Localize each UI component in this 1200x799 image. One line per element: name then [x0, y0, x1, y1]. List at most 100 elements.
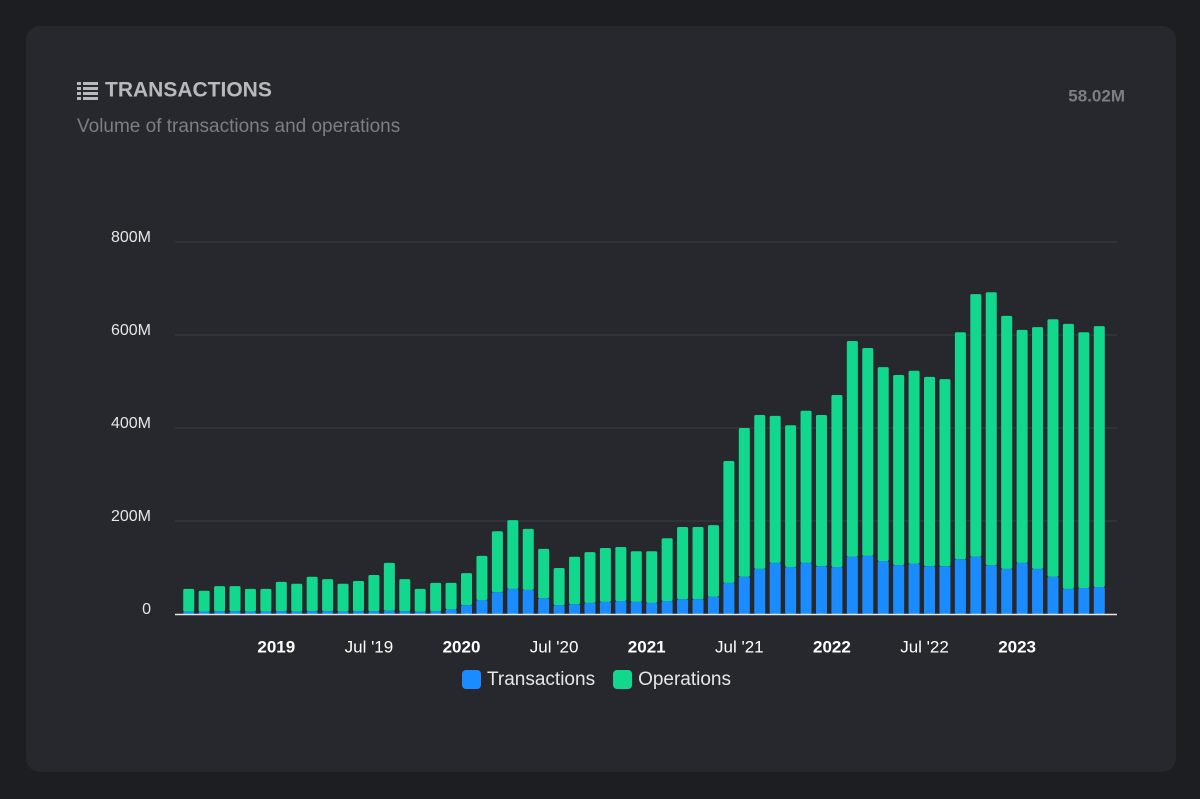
bar-segment	[414, 588, 426, 612]
bar-segment	[291, 611, 303, 614]
bar-segment	[1032, 327, 1044, 569]
bar-segment	[553, 605, 565, 614]
bar-segment	[198, 611, 210, 614]
bar-segment	[461, 605, 473, 614]
bar-segment	[893, 565, 905, 614]
bar-segment	[522, 528, 534, 590]
bar-segment	[738, 428, 750, 577]
bar-segment	[291, 583, 303, 612]
bar-segment	[1047, 319, 1059, 577]
bar-segment	[1032, 568, 1044, 614]
bar-segment	[275, 581, 287, 612]
legend-swatch	[613, 670, 633, 689]
x-tick-label: Jul '21	[715, 637, 764, 656]
bar-segment	[476, 555, 488, 601]
bar-segment	[322, 611, 334, 614]
bar-segment	[831, 394, 843, 568]
bar-segment	[430, 582, 442, 612]
bar-segment	[846, 341, 858, 557]
bar-segment	[1047, 576, 1059, 614]
bar-segment	[1001, 315, 1013, 569]
bar-segment	[1062, 588, 1074, 614]
legend-label: Transactions	[487, 669, 595, 690]
bar-segment	[337, 583, 349, 612]
bar-segment	[939, 379, 951, 567]
bar-segment	[430, 611, 442, 614]
bar-segment	[862, 348, 874, 556]
bar-segment	[615, 547, 627, 601]
bar-segment	[862, 555, 874, 614]
x-tick-label: Jul '19	[345, 637, 394, 656]
bar-segment	[970, 294, 982, 557]
bar-segment	[275, 611, 287, 614]
bar-segment	[615, 600, 627, 614]
bar-segment	[646, 602, 658, 614]
bar-segment	[306, 576, 318, 612]
bar-segment	[599, 547, 611, 602]
x-tick-label: Jul '20	[530, 637, 579, 656]
bar-segment	[754, 414, 766, 569]
bar-segment	[1016, 562, 1028, 614]
bar-segment	[661, 538, 673, 601]
bar-segment	[954, 332, 966, 560]
bar-segment	[368, 611, 380, 614]
bar-segment	[244, 588, 256, 612]
bar-segment	[877, 367, 889, 561]
legend-label: Operations	[638, 669, 731, 690]
bar-segment	[738, 576, 750, 614]
bar-segment	[800, 410, 812, 563]
legend-swatch	[462, 670, 481, 689]
bar-segment	[260, 611, 272, 614]
bar-segment	[198, 590, 210, 612]
y-tick-label: 0	[142, 601, 151, 618]
bar-segment	[924, 566, 936, 614]
bar-segment	[1093, 587, 1105, 614]
bar-segment	[507, 588, 519, 614]
bar-segment	[229, 586, 241, 612]
bar-segment	[183, 611, 195, 614]
bar-segment	[661, 600, 673, 614]
bar-segment	[383, 562, 395, 611]
bar-segment	[723, 461, 735, 583]
bar-segment	[214, 586, 226, 612]
bar-segment	[630, 601, 642, 614]
bar-segment	[815, 566, 827, 614]
bar-segment	[584, 602, 596, 614]
bar-segment	[399, 579, 411, 612]
bar-segment	[985, 292, 997, 566]
bar-segment	[1093, 326, 1105, 588]
bar-segment	[507, 520, 519, 589]
bar-segment	[908, 563, 920, 614]
y-tick-label: 800M	[111, 229, 151, 246]
bar-segment	[985, 565, 997, 614]
bar-segment	[1062, 323, 1074, 589]
x-tick-label: 2021	[628, 637, 666, 656]
bar-segment	[337, 611, 349, 614]
total-value: 58.02M	[1068, 86, 1125, 105]
bar-segment	[754, 568, 766, 614]
bar-segment	[785, 425, 797, 568]
bar-segment	[553, 567, 565, 606]
bar-segment	[569, 604, 581, 614]
bar-segment	[445, 582, 457, 610]
bar-segment	[383, 610, 395, 614]
y-tick-label: 600M	[111, 322, 151, 339]
bar-segment	[229, 611, 241, 614]
bar-segment	[352, 580, 364, 612]
bar-segment	[800, 562, 812, 614]
bar-segment	[1016, 329, 1028, 563]
bar-segment	[491, 592, 503, 614]
bar-segment	[877, 560, 889, 614]
x-tick-label: 2022	[813, 637, 851, 656]
bar-segment	[707, 525, 719, 597]
bar-segment	[815, 414, 827, 567]
bar-segment	[646, 551, 658, 603]
bar-segment	[476, 600, 488, 614]
bar-segment	[785, 567, 797, 614]
list-icon	[77, 82, 98, 100]
bar-segment	[769, 562, 781, 614]
bar-segment	[846, 556, 858, 614]
x-tick-label: 2019	[257, 637, 295, 656]
bar-segment	[954, 559, 966, 614]
